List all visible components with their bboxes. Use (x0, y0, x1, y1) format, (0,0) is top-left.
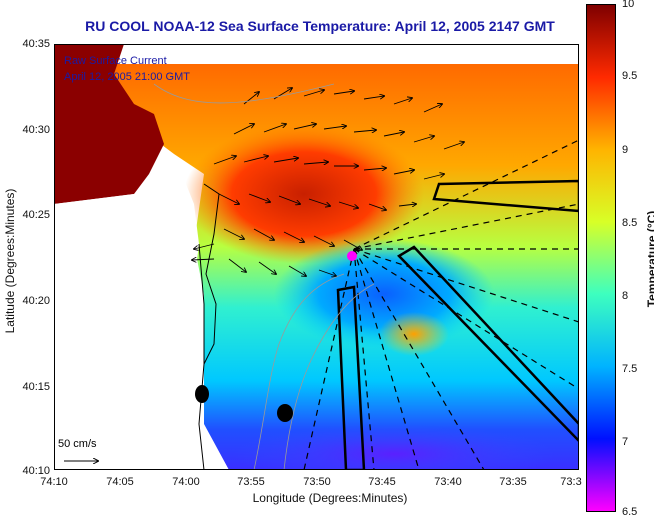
colorbar-label: Temperature (°C) (645, 210, 654, 308)
survey-box-southeast (397, 245, 579, 443)
survey-box-south (336, 285, 366, 470)
overlay-label: Raw Surface Current (64, 55, 167, 67)
plot-frame (54, 44, 579, 470)
coastline-south (198, 243, 205, 470)
survey-box-east (432, 179, 579, 213)
land-northwest (54, 44, 164, 204)
surface-current-vectors (192, 88, 464, 276)
x-tick-label: 74:00 (172, 476, 200, 488)
y-tick-label: 40:10 (22, 465, 50, 477)
y-tick-label: 40:15 (22, 381, 50, 393)
x-tick-label: 73:35 (499, 476, 527, 488)
y-axis-label: Latitude (Degrees:Minutes) (3, 188, 17, 334)
y-tick-label: 40:25 (22, 209, 50, 221)
scale-label: 50 cm/s (58, 438, 97, 450)
radar-beam-lines (303, 139, 579, 470)
colorbar-tick: 7.5 (622, 363, 638, 375)
y-tick-label: 40:35 (22, 38, 50, 50)
colorbar-tick: 7 (622, 436, 629, 448)
x-tick-label: 73:45 (368, 476, 396, 488)
colorbar (586, 4, 616, 512)
map-plot-area[interactable] (54, 44, 579, 470)
x-tick-label: 73:50 (303, 476, 331, 488)
x-axis-label: Longitude (Degrees:Minutes) (252, 491, 408, 505)
x-tick-label: 73:55 (237, 476, 265, 488)
chart-title: RU COOL NOAA-12 Sea Surface Temperature:… (85, 18, 555, 34)
x-tick-label: 73:40 (434, 476, 462, 488)
colorbar-tick: 8 (622, 290, 629, 302)
y-tick-label: 40:30 (22, 124, 50, 136)
x-tick-label: 74:10 (40, 476, 68, 488)
colorbar-tick: 8.5 (622, 217, 638, 229)
cold-spot (347, 251, 357, 261)
x-tick-label: 73:3 (560, 476, 582, 488)
colorbar-tick: 6.5 (622, 506, 638, 518)
station-marker[interactable] (195, 385, 209, 403)
warm-core-anomaly (184, 124, 424, 264)
cold-southern-band (234, 424, 554, 470)
y-tick-label: 40:20 (22, 295, 50, 307)
colorbar-tick: 9.5 (622, 70, 638, 82)
bathymetry-contours (153, 83, 375, 470)
land-new-jersey (54, 179, 204, 470)
station-marker[interactable] (277, 404, 293, 422)
x-tick-label: 74:05 (106, 476, 134, 488)
colorbar-tick: 9 (622, 144, 629, 156)
warm-spot (379, 312, 449, 356)
overlay-timestamp: April 12, 2005 21:00 GMT (64, 71, 190, 83)
colorbar-tick: 10 (622, 0, 635, 10)
